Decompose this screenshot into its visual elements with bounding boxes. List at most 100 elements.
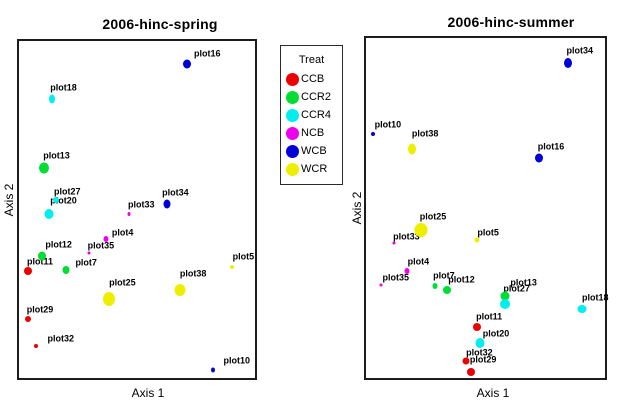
point-label-plot32: plot32 (466, 347, 493, 358)
point-label-plot7: plot7 (75, 257, 97, 268)
point-label-plot34: plot34 (162, 187, 189, 198)
point-marker-plot4 (404, 268, 410, 275)
point-label-plot10: plot10 (223, 355, 251, 366)
legend-label: WCR (301, 162, 328, 175)
point-marker-plot38 (174, 284, 186, 297)
point-label-plot38: plot38 (179, 268, 207, 279)
point-label-plot11: plot11 (26, 256, 53, 267)
point-marker-plot7 (62, 266, 70, 275)
point-marker-plot11 (473, 322, 482, 331)
point-label-plot13: plot13 (510, 277, 537, 288)
plot-area-spring: plot16 plot18 plot13 plot27 plot20 plot33 plot… (17, 39, 257, 380)
point-marker-plot5 (230, 265, 235, 270)
plot-title-spring: 2006-hinc-spring (102, 16, 218, 32)
point-marker-plot16 (535, 153, 544, 163)
point-marker-plot18 (48, 94, 55, 104)
point-label-plot25: plot25 (109, 277, 136, 288)
legend-swatch-WCB (286, 144, 299, 158)
point-label-plot29: plot29 (469, 354, 497, 365)
point-label-plot16: plot16 (537, 141, 565, 152)
point-marker-plot18 (577, 304, 587, 313)
legend-label: CCR2 (301, 90, 331, 103)
point-label-plot29: plot29 (26, 304, 54, 315)
point-marker-plot35 (87, 251, 91, 255)
point-marker-plot32 (33, 344, 38, 349)
legend-entry-CCR4: CCR4 (281, 106, 342, 124)
point-label-plot27: plot27 (54, 186, 81, 197)
plot-title-summer: 2006-hinc-summer (447, 14, 575, 30)
point-marker-plot32 (462, 357, 470, 365)
point-label-plot4: plot4 (111, 227, 134, 238)
point-label-plot35: plot35 (87, 240, 115, 251)
x-axis-label-summer: Axis 1 (476, 386, 510, 400)
point-label-plot5: plot5 (232, 251, 255, 262)
y-axis-label-summer: Axis 2 (350, 191, 364, 225)
point-marker-plot12 (37, 251, 46, 261)
point-marker-plot29 (24, 315, 31, 322)
point-marker-plot27 (53, 197, 60, 204)
x-axis-label-spring: Axis 1 (131, 386, 165, 400)
point-marker-plot20 (475, 338, 485, 349)
legend-title: Treat (298, 54, 325, 66)
point-label-plot13: plot13 (43, 150, 70, 161)
point-label-plot25: plot25 (419, 211, 447, 222)
legend-label: NCB (301, 126, 325, 139)
point-label-plot20: plot20 (50, 195, 77, 206)
point-label-plot38: plot38 (411, 128, 439, 139)
point-label-plot11: plot11 (476, 311, 503, 322)
legend-entry-WCB: WCB (281, 142, 342, 160)
point-marker-plot13 (39, 162, 50, 174)
point-marker-plot35 (379, 283, 383, 287)
legend-entry-CCB: CCB (281, 70, 342, 88)
point-marker-plot5 (474, 237, 480, 243)
legend-label: CCR4 (301, 108, 331, 121)
point-label-plot18: plot18 (582, 292, 609, 303)
legend-swatch-CCR4 (286, 108, 299, 122)
legend-entry-NCB: NCB (281, 124, 342, 142)
y-axis-label-spring: Axis 2 (2, 183, 16, 217)
point-label-plot4: plot4 (407, 256, 430, 267)
point-marker-plot34 (563, 57, 572, 68)
point-label-plot10: plot10 (374, 119, 402, 130)
legend-label: WCB (301, 144, 327, 157)
point-marker-plot10 (210, 367, 215, 373)
legend-entry-WCR: WCR (281, 160, 342, 178)
point-label-plot34: plot34 (566, 45, 593, 56)
legend-entries: CCB CCR2 CCR4 NCB WCB WCR (281, 70, 342, 178)
point-marker-plot16 (183, 59, 192, 69)
point-marker-plot33 (392, 241, 396, 245)
legend-swatch-CCR2 (286, 90, 299, 104)
point-marker-plot10 (370, 131, 375, 136)
point-label-plot32: plot32 (47, 333, 75, 344)
plot-area-summer: plot34 plot10 plot38 plot16 plot25 plot33 plot… (364, 36, 609, 380)
point-label-plot18: plot18 (50, 82, 77, 93)
legend: Treat CCB CCR2 CCR4 NCB WCB WCR (280, 45, 343, 185)
point-marker-plot11 (23, 267, 32, 276)
point-label-plot12: plot12 (448, 274, 475, 285)
point-label-plot7: plot7 (433, 270, 455, 281)
legend-entry-CCR2: CCR2 (281, 88, 342, 106)
legend-label: CCB (301, 72, 325, 85)
point-label-plot20: plot20 (482, 328, 510, 339)
point-label-plot5: plot5 (477, 227, 499, 238)
legend-swatch-CCB (286, 72, 299, 86)
point-label-plot33: plot33 (393, 231, 420, 242)
point-label-plot12: plot12 (45, 239, 72, 250)
point-marker-plot27 (499, 298, 510, 309)
legend-swatch-NCB (286, 126, 299, 140)
point-marker-plot13 (500, 291, 510, 301)
point-label-plot35: plot35 (382, 272, 410, 283)
point-marker-plot34 (163, 199, 171, 209)
point-marker-plot38 (408, 143, 417, 155)
point-label-plot27: plot27 (503, 283, 530, 294)
point-marker-plot29 (467, 368, 476, 377)
point-marker-plot25 (414, 222, 428, 237)
point-marker-plot25 (103, 291, 116, 306)
point-label-plot16: plot16 (194, 48, 221, 59)
point-marker-plot20 (44, 208, 53, 219)
point-marker-plot12 (442, 285, 451, 294)
point-marker-plot33 (127, 211, 131, 216)
point-marker-plot7 (432, 283, 438, 290)
point-label-plot33: plot33 (127, 199, 155, 210)
